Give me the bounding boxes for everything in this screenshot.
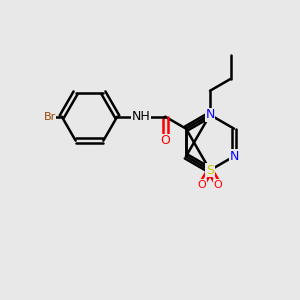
Text: S: S	[206, 164, 214, 177]
Text: N: N	[205, 108, 215, 121]
Text: N: N	[229, 150, 239, 163]
Text: NH: NH	[132, 110, 151, 123]
Text: O: O	[197, 179, 206, 190]
Text: O: O	[214, 179, 223, 190]
Text: Br: Br	[44, 112, 56, 122]
Text: O: O	[160, 134, 170, 147]
